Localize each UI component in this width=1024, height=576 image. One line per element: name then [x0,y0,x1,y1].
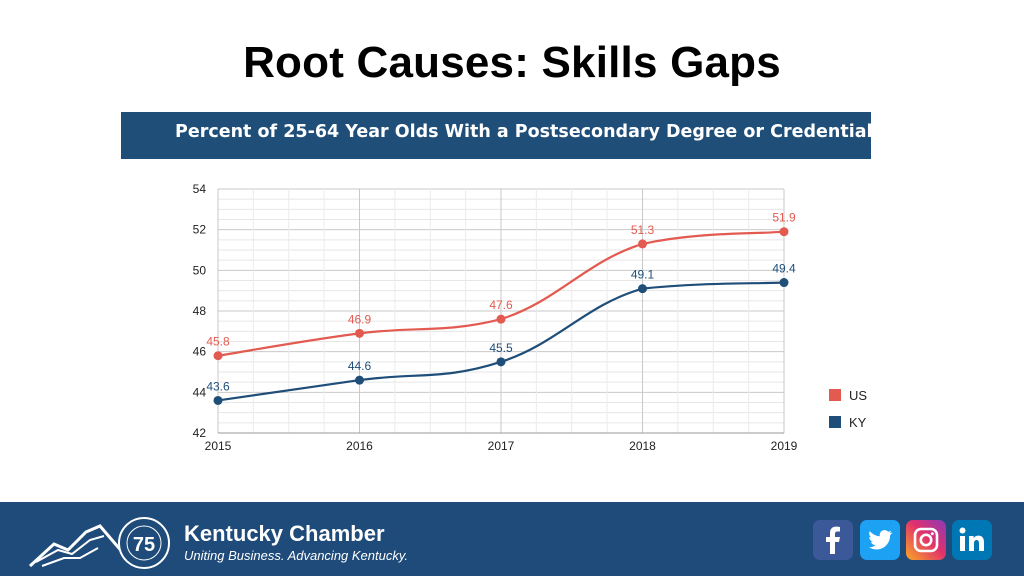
data-label-us: 51.3 [631,223,655,237]
chart-data-labels: 45.8 46.9 47.6 51.3 51.9 43.6 44.6 45.5 49.1 49.4 [206,211,796,394]
instagram-icon[interactable] [906,520,946,560]
brand-tagline: Uniting Business. Advancing Kentucky. [184,548,409,563]
data-point-ky [355,375,364,385]
chart-series [213,227,789,405]
chart-title: Percent of 25-64 Year Olds With a Postse… [175,122,873,142]
y-tick-label: 42 [193,426,207,440]
data-label-ky: 43.6 [206,379,230,393]
slide-title: Root Causes: Skills Gaps [243,38,781,87]
chart-axes: 42 44 46 48 50 52 54 2015 2016 2017 2018 2019 [193,182,798,453]
x-tick-label: 2019 [771,439,798,453]
y-tick-label: 46 [193,345,207,359]
data-point-ky [213,395,223,405]
data-label-ky: 49.1 [631,268,655,282]
data-point-ky [779,278,789,288]
legend-label-ky: KY [849,415,867,430]
x-tick-label: 2016 [346,439,373,453]
chart-grid [217,188,785,434]
y-tick-label: 54 [193,182,207,196]
data-point-us [496,314,506,324]
legend-swatch-ky [829,416,841,428]
legend-label-us: US [849,388,867,403]
x-tick-label: 2017 [488,439,515,453]
twitter-icon[interactable] [860,520,900,560]
data-label-us: 51.9 [772,211,796,225]
x-tick-label: 2018 [629,439,656,453]
x-tick-label: 2015 [205,439,232,453]
footer-bar: 75 Kentucky Chamber Uniting Business. Ad… [0,502,1024,576]
data-label-ky: 49.4 [772,262,796,276]
chart-title-banner: Percent of 25-64 Year Olds With a Postse… [121,112,873,159]
y-tick-label: 50 [193,263,207,277]
data-point-us [779,227,789,237]
y-tick-label: 52 [193,223,207,237]
brand-name: Kentucky Chamber [184,521,385,546]
data-point-us [213,351,223,361]
data-point-ky [638,284,647,294]
linkedin-icon[interactable] [952,520,992,560]
data-label-us: 47.6 [489,298,513,312]
data-label-ky: 44.6 [348,359,372,373]
data-label-us: 45.8 [206,335,230,349]
data-point-us [355,328,364,338]
anniversary-badge-number: 75 [133,534,155,556]
facebook-icon[interactable] [813,520,853,560]
y-tick-label: 48 [193,304,207,318]
y-tick-label: 44 [193,385,207,399]
data-label-us: 46.9 [348,312,372,326]
data-point-ky [496,357,506,367]
kentucky-chamber-logo: 75 [28,510,178,575]
data-label-ky: 45.5 [489,341,513,355]
data-point-us [638,239,647,249]
chart-legend: US KY [829,388,867,430]
legend-swatch-us [829,389,841,401]
